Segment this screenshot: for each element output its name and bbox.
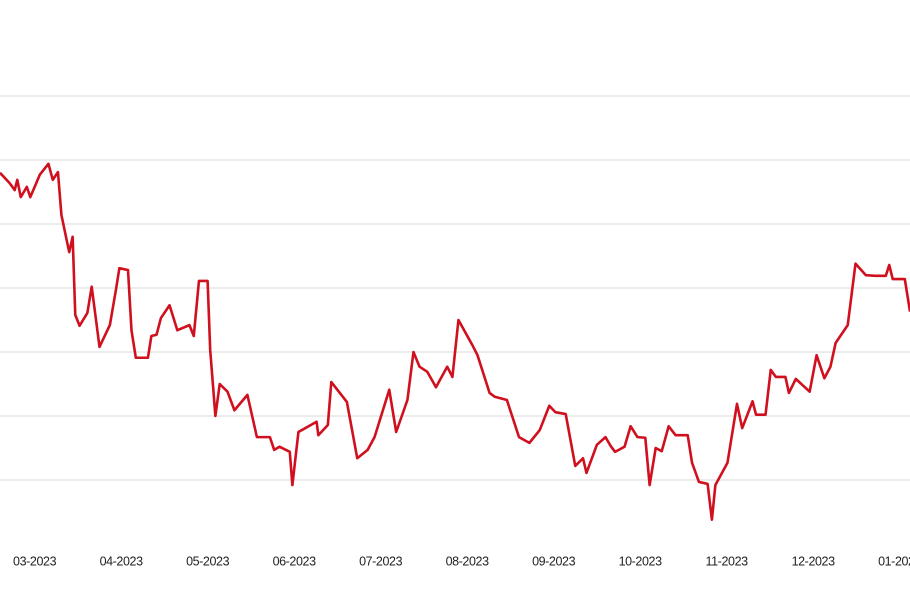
x-tick-label: 12-2023 [792,554,836,568]
x-tick-label: 08-2023 [446,554,490,568]
x-tick-label: 04-2023 [100,554,144,568]
x-tick-label: 06-2023 [273,554,317,568]
x-tick-label: 05-2023 [186,554,230,568]
x-tick-label: 01-2024 [878,554,910,568]
x-tick-label: 07-2023 [359,554,403,568]
x-tick-label: 03-2023 [13,554,57,568]
x-tick-label: 09-2023 [532,554,576,568]
x-tick-label: 10-2023 [619,554,663,568]
x-tick-label: 11-2023 [706,554,749,568]
price-line [0,162,910,521]
